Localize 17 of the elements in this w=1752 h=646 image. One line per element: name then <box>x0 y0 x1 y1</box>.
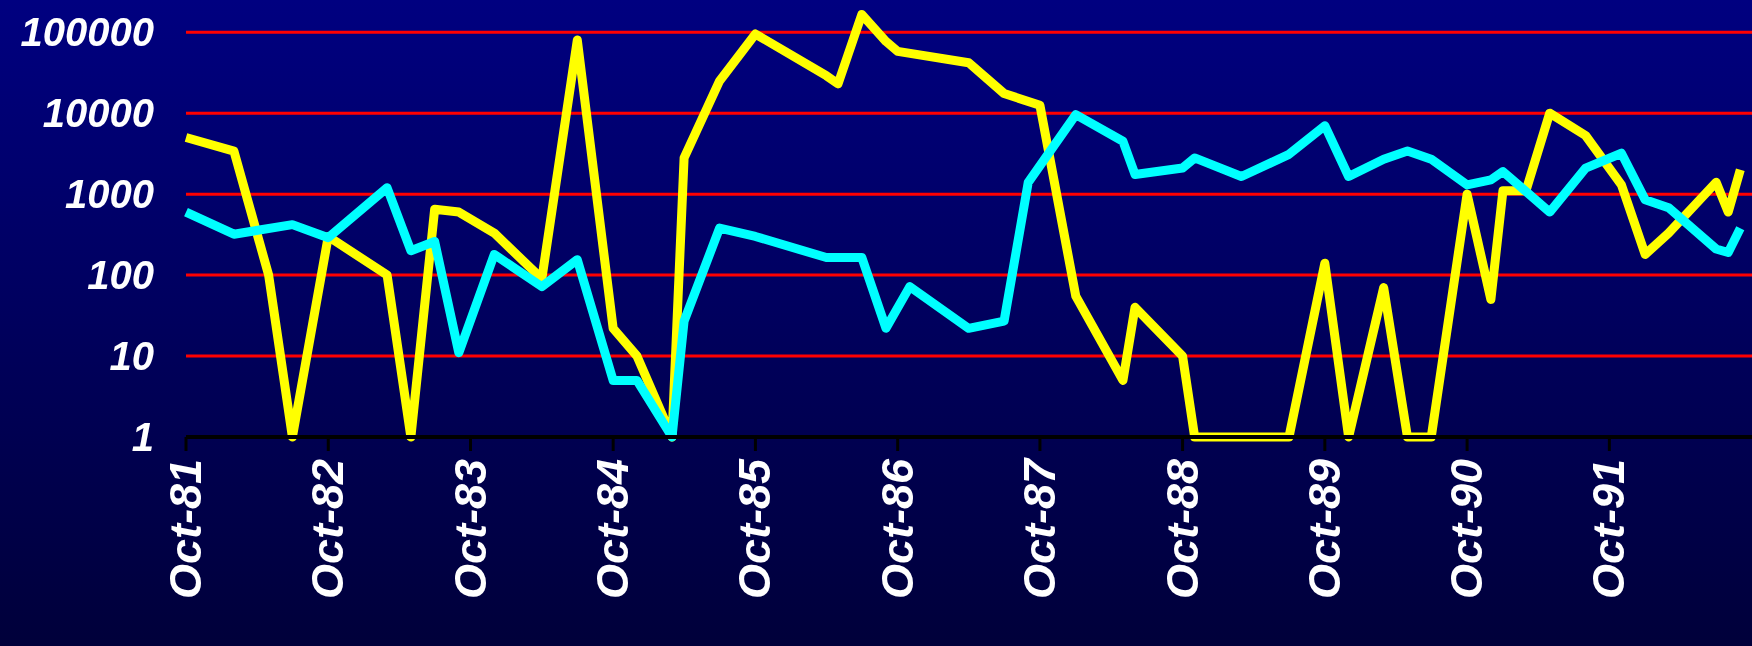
x-tick-label: Oct-85 <box>729 458 781 600</box>
y-tick-label: 1000 <box>65 172 154 217</box>
x-tick-label: Oct-81 <box>160 459 211 600</box>
x-tick-label: Oct-88 <box>1156 459 1208 600</box>
x-tick-label: Oct-84 <box>587 459 639 600</box>
y-tick-label: 10 <box>109 334 154 379</box>
x-tick-label: Oct-90 <box>1441 459 1493 600</box>
x-tick-label: Oct-87 <box>1013 457 1065 600</box>
y-tick-label: 100 <box>87 253 154 298</box>
x-tick-label: Oct-86 <box>871 458 923 600</box>
y-tick-label: 10000 <box>42 91 154 136</box>
x-tick-label: Oct-83 <box>444 459 496 600</box>
x-tick-label: Oct-89 <box>1298 459 1350 600</box>
x-tick-label: Oct-91 <box>1583 459 1635 600</box>
y-tick-label: 100000 <box>20 10 154 55</box>
x-tick-label: Oct-82 <box>302 459 354 600</box>
y-tick-label: 1 <box>131 415 154 459</box>
